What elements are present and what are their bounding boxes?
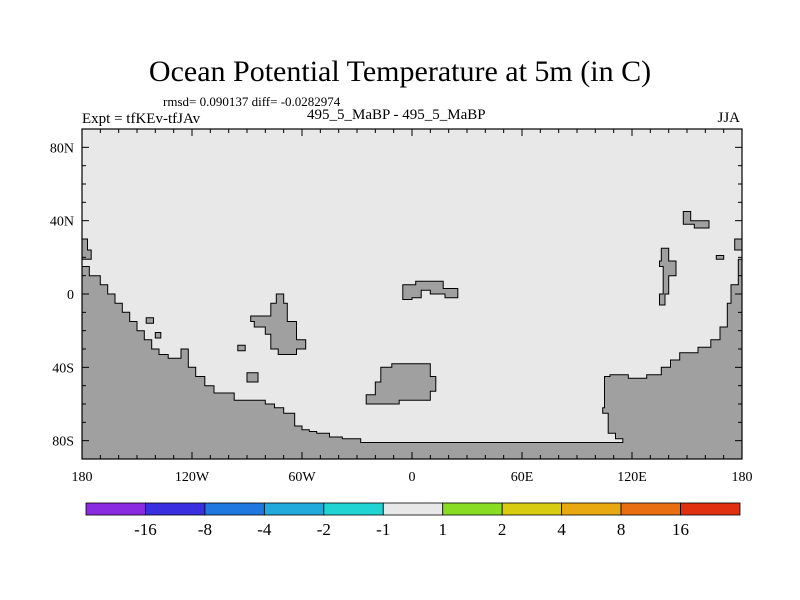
land-central-west-block xyxy=(250,293,307,355)
colorbar-label: 16 xyxy=(672,520,689,539)
colorbar-swatch xyxy=(263,502,325,516)
colorbar-swatch xyxy=(442,502,503,516)
stats-line: rmsd= 0.090137 diff= -0.0282974 xyxy=(163,94,341,109)
x-tick-label: 60W xyxy=(288,470,316,485)
x-tick-label: 0 xyxy=(409,470,416,485)
case-label: 495_5_MaBP - 495_5_MaBP xyxy=(307,107,486,123)
land-east-small-1 xyxy=(715,255,725,260)
colorbar-swatch xyxy=(145,502,206,516)
season-label: JJA xyxy=(717,110,740,126)
colorbar-label: 4 xyxy=(557,520,566,539)
colorbar-label: 8 xyxy=(617,520,626,539)
x-tick-label: 180 xyxy=(72,470,93,485)
land-east-small-2 xyxy=(246,372,259,383)
experiment-label: Expt = tfKEv-tfJAv xyxy=(82,111,201,127)
land-west-small-1 xyxy=(145,317,154,324)
land-east-mid-strip xyxy=(659,247,677,306)
y-tick-label: 80N xyxy=(50,141,74,156)
land-west-small-3 xyxy=(237,344,246,352)
x-tick-label: 120E xyxy=(617,470,647,485)
colorbar-swatch xyxy=(620,502,681,516)
colorbar-swatch xyxy=(382,502,444,516)
x-tick-label: 180 xyxy=(732,470,753,485)
y-tick-label: 80S xyxy=(52,435,74,450)
colorbar-label: -16 xyxy=(134,520,157,539)
land-west-small-2 xyxy=(154,332,162,339)
land-central-east-block xyxy=(365,363,437,405)
map-title: Ocean Potential Temperature at 5m (in C) xyxy=(148,55,652,88)
land-north-strip xyxy=(402,280,459,300)
y-tick-label: 40S xyxy=(52,361,74,376)
x-tick-label: 60E xyxy=(511,470,534,485)
colorbar-label: 2 xyxy=(498,520,507,539)
colorbar-swatch xyxy=(680,502,741,516)
colorbar-label: -2 xyxy=(317,520,331,539)
colorbar-label: 1 xyxy=(438,520,447,539)
land-east-edge-nub xyxy=(734,238,743,251)
colorbar-swatch xyxy=(501,502,563,516)
x-tick-label: 120W xyxy=(175,470,210,485)
colorbar-label: -8 xyxy=(198,520,212,539)
colorbar-swatch xyxy=(323,502,384,516)
land-east-north-block xyxy=(682,211,710,229)
colorbar-swatch xyxy=(85,502,146,516)
land-southwest xyxy=(81,258,743,460)
colorbar-label: -1 xyxy=(376,520,390,539)
colorbar-label: -4 xyxy=(257,520,272,539)
y-tick-label: 40N xyxy=(50,215,74,230)
y-tick-label: 0 xyxy=(67,288,74,303)
colorbar-swatch xyxy=(561,502,622,516)
colorbar-swatch xyxy=(204,502,265,516)
